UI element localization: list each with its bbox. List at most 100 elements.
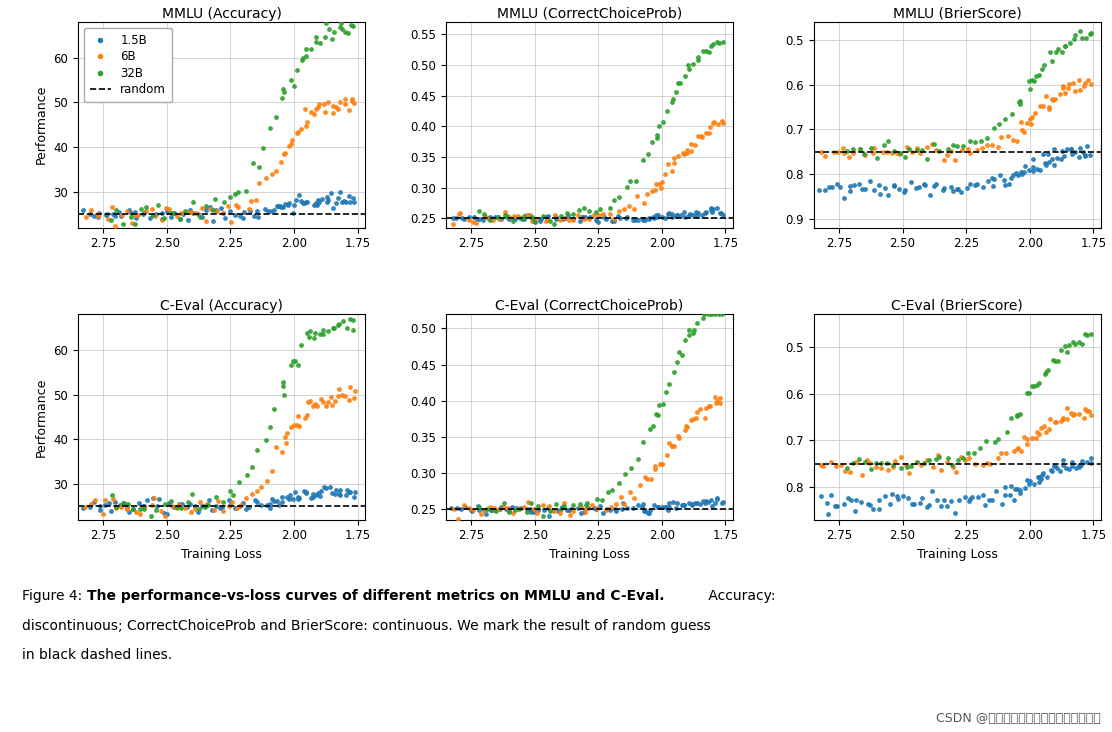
Point — [613, 503, 631, 515]
Point — [106, 496, 123, 508]
Point — [996, 113, 1014, 125]
Point — [620, 486, 638, 498]
Point — [298, 116, 316, 128]
Point — [629, 454, 647, 466]
Point — [488, 211, 506, 223]
Point — [949, 183, 966, 195]
Point — [259, 475, 277, 487]
Point — [344, 324, 361, 336]
Point — [208, 206, 226, 217]
Point — [671, 78, 688, 89]
Point — [248, 496, 266, 508]
Point — [858, 455, 876, 466]
Point — [814, 460, 832, 471]
Point — [688, 497, 706, 509]
Point — [661, 378, 678, 390]
Point — [920, 454, 937, 466]
Point — [618, 502, 636, 514]
Point — [569, 502, 587, 514]
Point — [305, 108, 322, 120]
Point — [132, 203, 150, 214]
Point — [128, 212, 146, 224]
Point — [297, 50, 315, 61]
Point — [912, 459, 930, 471]
Point — [864, 147, 882, 159]
Point — [1020, 478, 1037, 490]
Point — [234, 498, 251, 509]
Point — [1074, 81, 1092, 92]
Point — [686, 139, 704, 151]
Point — [297, 196, 315, 208]
Point — [1030, 70, 1048, 81]
Point — [1027, 70, 1045, 82]
Point — [875, 182, 893, 194]
Point — [171, 213, 189, 225]
Point — [1024, 160, 1042, 172]
Point — [510, 212, 528, 224]
Point — [1015, 431, 1033, 443]
Point — [522, 506, 539, 518]
Point — [683, 414, 701, 425]
Point — [1031, 100, 1049, 111]
Point — [334, 389, 351, 401]
Point — [318, 192, 336, 203]
Point — [1066, 29, 1084, 40]
Point — [878, 464, 896, 476]
Point — [985, 436, 1003, 448]
Point — [271, 157, 289, 168]
Point — [96, 494, 113, 506]
Point — [237, 492, 255, 504]
Point — [705, 116, 723, 127]
Point — [965, 136, 983, 148]
Point — [1058, 346, 1075, 358]
Point — [481, 212, 499, 223]
Point — [186, 500, 203, 512]
Point — [307, 36, 325, 48]
Point — [952, 186, 970, 198]
Point — [657, 386, 675, 397]
Point — [529, 501, 547, 512]
Point — [654, 176, 672, 188]
Point — [126, 209, 143, 221]
Point — [900, 468, 917, 479]
Point — [679, 209, 697, 220]
Point — [1065, 408, 1083, 419]
Point — [1002, 412, 1020, 424]
Point — [646, 460, 664, 472]
Point — [915, 179, 933, 190]
Point — [828, 179, 846, 190]
Point — [537, 214, 555, 226]
Point — [563, 503, 580, 515]
Point — [1070, 75, 1088, 86]
Point — [257, 434, 275, 446]
Point — [974, 489, 992, 501]
Point — [183, 488, 201, 500]
Point — [330, 318, 348, 329]
Point — [890, 493, 907, 505]
Point — [314, 329, 331, 340]
Point — [285, 207, 302, 219]
Point — [310, 196, 328, 208]
Point — [990, 433, 1007, 445]
Point — [450, 208, 468, 220]
Point — [862, 143, 880, 154]
Point — [656, 168, 674, 180]
Point — [682, 138, 699, 150]
Point — [294, 52, 311, 64]
Point — [515, 210, 533, 222]
Point — [274, 201, 291, 212]
Point — [327, 198, 345, 209]
Point — [636, 505, 654, 517]
Point — [346, 487, 364, 498]
Point — [851, 178, 868, 190]
Title: C-Eval (Accuracy): C-Eval (Accuracy) — [160, 299, 282, 313]
Text: in black dashed lines.: in black dashed lines. — [22, 648, 172, 662]
Point — [322, 187, 340, 199]
Point — [524, 214, 542, 226]
Point — [602, 501, 619, 512]
Point — [1020, 165, 1037, 176]
Point — [579, 502, 597, 514]
Point — [246, 494, 264, 506]
Point — [1080, 405, 1098, 417]
Y-axis label: Performance: Performance — [34, 377, 48, 457]
